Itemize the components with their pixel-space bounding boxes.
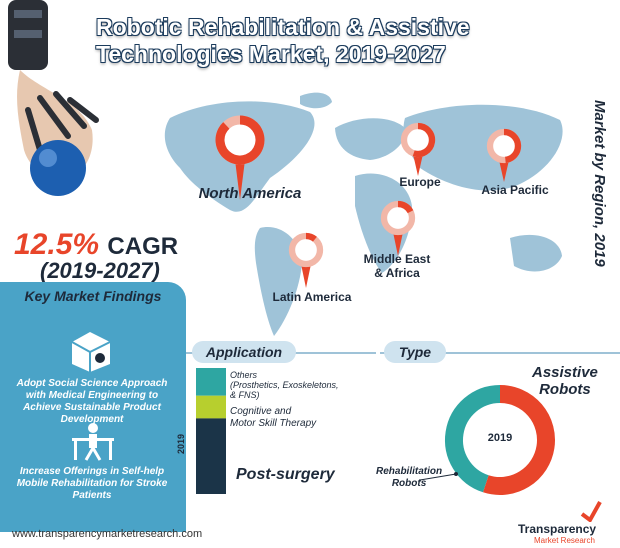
app-cog-line-2: Motor Skill Therapy xyxy=(230,418,317,429)
application-bar-segment-1 xyxy=(196,395,226,419)
application-bar-chart xyxy=(196,368,226,494)
type-rehab-line-1: Rehabilitation xyxy=(376,466,443,477)
region-label-middle-east-africa: Middle East & Africa xyxy=(352,252,442,280)
app-others-line-3: & FNS) xyxy=(230,390,260,400)
region-share-europe xyxy=(412,122,436,158)
region-label-europe: Europe xyxy=(399,175,441,189)
type-donut-slice-0 xyxy=(483,385,555,495)
application-header: Application xyxy=(192,341,296,363)
type-rehab-line-2: Robots xyxy=(391,478,427,489)
type-donut-chart xyxy=(445,385,555,495)
region-label-asia-pacific: Asia Pacific xyxy=(481,183,549,197)
type-donut-slice-1 xyxy=(445,385,501,493)
region-share-north-america xyxy=(215,115,265,165)
mea-line-2: & Africa xyxy=(374,266,420,280)
marker-pin xyxy=(301,264,311,288)
cagr-label: CAGR xyxy=(107,233,179,260)
app-year-label: 2019 xyxy=(176,433,186,454)
page-title: Robotic Rehabilitation & Assistive Techn… xyxy=(96,14,470,67)
app-label-others: Others (Prosthetics, Exoskeletons, & FNS… xyxy=(230,370,339,400)
finding-1: Adopt Social Science Approach with Medic… xyxy=(16,378,168,425)
marker-pin xyxy=(413,154,423,176)
footer-url[interactable]: www.transparencymarketresearch.com xyxy=(12,528,203,540)
region-marker-north-america xyxy=(215,115,265,200)
app-cog-line-1: Cognitive and xyxy=(230,406,292,417)
box-icon xyxy=(71,332,111,372)
region-marker-asia-pacific xyxy=(486,128,522,182)
type-label-assistive: Assistive Robots xyxy=(532,364,598,398)
robotic-hand-illustration xyxy=(8,0,99,196)
type-divider xyxy=(380,352,620,354)
cagr-value: 12.5% CAGR xyxy=(14,228,178,262)
logo-mark-icon xyxy=(580,501,602,522)
app-others-line-1: Others xyxy=(230,370,258,380)
region-marker-europe xyxy=(400,122,436,176)
app-label-post-surgery: Post-surgery xyxy=(236,466,335,483)
cagr-period: (2019-2027) xyxy=(40,258,160,283)
region-label-latin-america: Latin America xyxy=(272,290,352,304)
app-year-wrapper: 2019 xyxy=(176,420,188,460)
region-share-middle-east-africa xyxy=(397,200,414,214)
rehab-figure-icon xyxy=(72,423,114,461)
type-assist-line-2: Robots xyxy=(539,381,591,398)
key-findings-panel xyxy=(0,282,186,532)
marker-pin xyxy=(499,160,509,182)
region-share-latin-america xyxy=(305,232,317,242)
application-bar-segment-0 xyxy=(196,368,226,396)
region-label-north-america: North America xyxy=(198,185,302,202)
marker-pin xyxy=(235,160,245,200)
key-findings-title: Key Market Findings xyxy=(24,288,162,304)
finding-2: Increase Offerings in Self-help Mobile R… xyxy=(16,466,168,501)
logo-text-top: Transparency xyxy=(518,522,597,536)
region-marker-middle-east-africa xyxy=(380,200,416,256)
type-center-year: 2019 xyxy=(487,432,513,444)
type-label-rehabilitation: Rehabilitation Robots xyxy=(376,466,442,490)
rehab-pointer xyxy=(420,472,458,481)
application-bar-segment-2 xyxy=(196,418,226,494)
region-marker-latin-america xyxy=(288,232,324,288)
mea-line-1: Middle East xyxy=(363,252,431,266)
type-assist-line-1: Assistive xyxy=(532,364,598,381)
app-others-line-2: (Prosthetics, Exoskeletons, xyxy=(230,380,339,390)
cagr-number: 12.5% xyxy=(14,228,100,261)
type-header: Type xyxy=(384,341,446,363)
marker-pin xyxy=(393,232,403,256)
logo-text-bottom: Market Research xyxy=(534,536,595,545)
region-share-asia-pacific xyxy=(503,128,522,164)
app-label-cognitive: Cognitive and Motor Skill Therapy xyxy=(230,406,316,430)
